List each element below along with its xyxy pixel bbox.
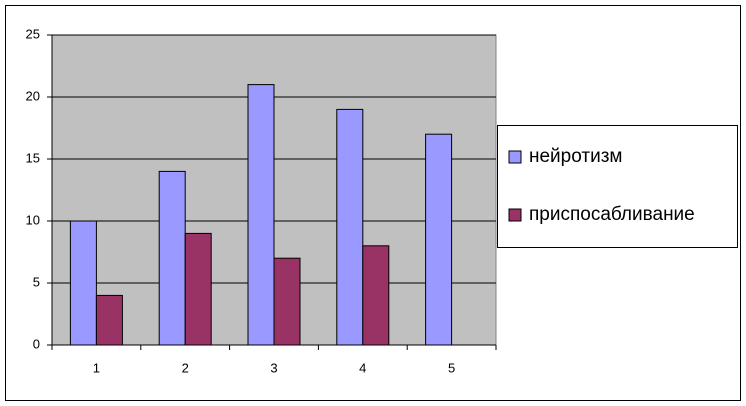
- bar: [336, 108, 364, 346]
- x-tick-label: 4: [359, 360, 366, 375]
- bar: [247, 84, 275, 346]
- legend-swatch: [508, 208, 522, 222]
- legend-swatch: [508, 150, 522, 164]
- y-tick-label: 0: [33, 336, 40, 351]
- bar: [273, 257, 301, 346]
- y-tick-label: 15: [26, 150, 40, 165]
- y-tick-label: 5: [33, 274, 40, 289]
- x-tick-label: 2: [182, 360, 189, 375]
- legend-box: [497, 125, 738, 248]
- x-tick-label: 3: [270, 360, 277, 375]
- x-tick-label: 1: [93, 360, 100, 375]
- y-tick-label: 25: [26, 26, 40, 41]
- bar: [425, 133, 453, 346]
- bar: [95, 294, 123, 346]
- x-tick-label: 5: [448, 360, 455, 375]
- y-tick-label: 10: [26, 212, 40, 227]
- y-tick-label: 20: [26, 88, 40, 103]
- bar: [158, 170, 186, 346]
- bar: [184, 232, 212, 346]
- bar: [362, 245, 390, 346]
- bar: [69, 220, 97, 346]
- legend-label: нейротизм: [529, 146, 622, 167]
- legend-label: приспосабливание: [529, 204, 695, 225]
